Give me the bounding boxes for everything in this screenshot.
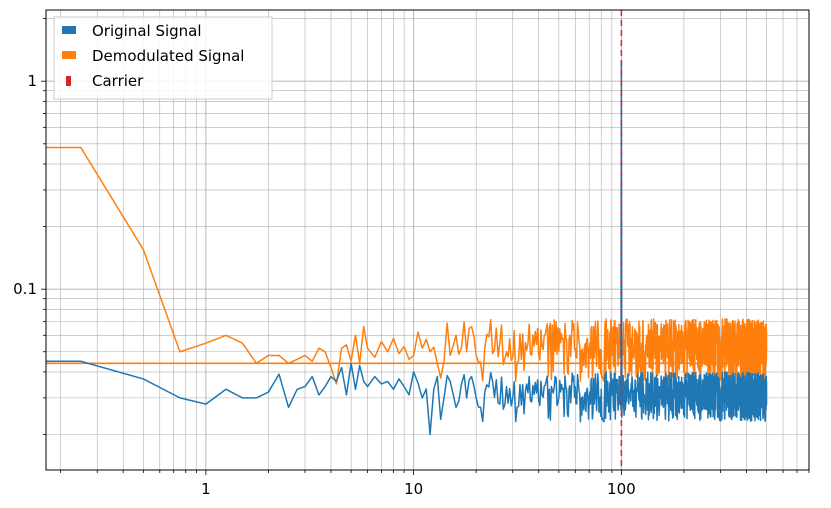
legend-label-carrier: Carrier — [92, 72, 144, 90]
legend-box — [53, 16, 273, 100]
legend-swatch-carrier — [66, 76, 71, 86]
y-ticks: 0.11 — [13, 18, 46, 435]
series-original-line — [46, 60, 768, 436]
legend-label-demodulated: Demodulated Signal — [92, 47, 244, 65]
y-tick-label: 1 — [27, 72, 37, 90]
y-tick-label: 0.1 — [13, 280, 37, 298]
legend-label-original: Original Signal — [92, 22, 202, 40]
x-tick-label: 1 — [201, 480, 211, 498]
series-demodulated-line — [46, 146, 768, 385]
series-layer — [46, 60, 768, 436]
legend-swatch-original — [62, 26, 76, 34]
legend: Original Signal Demodulated Signal Carri… — [53, 16, 273, 100]
x-tick-label: 10 — [404, 480, 423, 498]
x-tick-label: 100 — [607, 480, 636, 498]
plot-frame — [45, 9, 810, 471]
legend-swatch-demodulated — [62, 51, 76, 59]
x-ticks: 1 10 100 — [60, 470, 810, 498]
